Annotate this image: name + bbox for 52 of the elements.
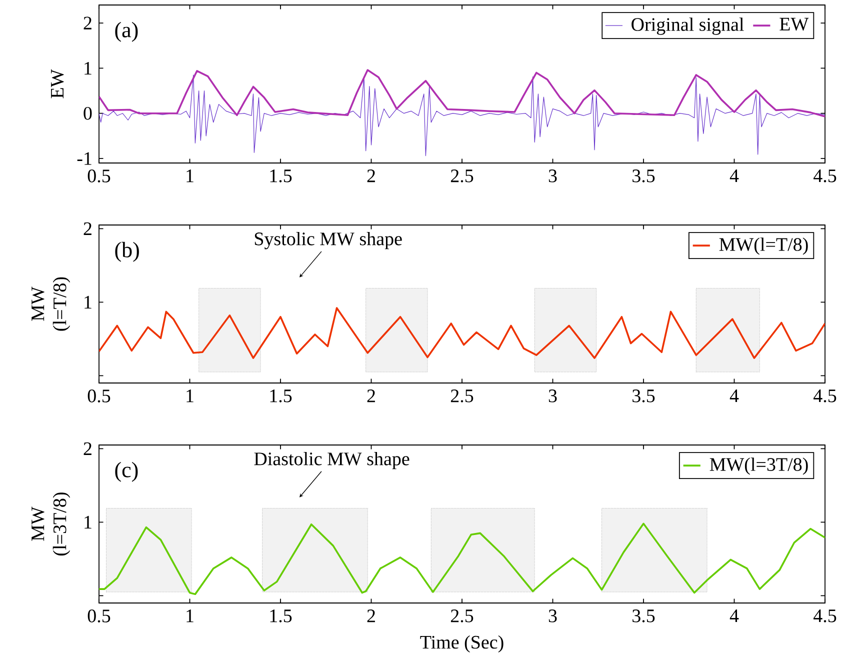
x-tick-label: 0.5	[88, 610, 110, 622]
y-tick-label: 2	[84, 442, 92, 455]
x-tick-label: 2.5	[450, 390, 474, 402]
line-series	[99, 307, 826, 359]
x-tick-label: 1	[186, 390, 194, 402]
x-tick-label: 3	[548, 170, 557, 182]
annotation: (b)	[115, 242, 139, 262]
x-tick-label: 1.5	[270, 610, 292, 622]
annotation: (a)	[115, 22, 138, 42]
x-tick-label: 4	[730, 610, 739, 622]
line-series	[99, 74, 826, 156]
x-tick-label: 4.5	[814, 610, 836, 622]
legend-label: MW(l=T/8)	[719, 238, 808, 255]
annotation: Systolic MW shape	[254, 232, 402, 250]
x-tick-label: 4.5	[814, 390, 836, 402]
x-axis-title: Time (Sec)	[420, 635, 504, 653]
y-axis-title: EW	[51, 69, 64, 98]
x-tick-label: 3.5	[632, 610, 655, 622]
x-tick-label: 1	[186, 610, 194, 622]
y-tick-label: 1	[84, 516, 92, 528]
y-tick-label: 2	[84, 16, 92, 30]
x-tick-label: 3.5	[632, 170, 655, 182]
legend-label: EW	[780, 18, 809, 31]
x-tick-label: 2	[367, 610, 375, 622]
x-tick-label: 1.5	[270, 170, 292, 182]
annotation: Diastolic MW shape	[254, 452, 410, 470]
x-tick-label: 3.5	[632, 390, 655, 402]
x-tick-label: 2.5	[450, 610, 474, 622]
x-tick-label: 2.5	[450, 170, 474, 182]
y-tick-label: -1	[77, 152, 92, 165]
annotation: (c)	[115, 462, 138, 482]
x-tick-label: 1.5	[270, 390, 292, 402]
y-axis-title: MW (l=3T/8)	[32, 492, 70, 556]
x-tick-label: 4.5	[814, 170, 836, 182]
x-tick-label: 3	[548, 610, 557, 622]
x-tick-label: 0.5	[88, 170, 110, 182]
x-tick-label: 4	[730, 170, 739, 182]
legend-label: Original signal	[632, 18, 744, 35]
x-tick-label: 0.5	[88, 390, 110, 402]
y-tick-label: 2	[84, 222, 92, 235]
y-tick-label: 1	[84, 62, 92, 74]
y-axis-title: MW (l=T/8)	[32, 277, 70, 331]
x-tick-label: 2	[367, 390, 375, 402]
line-series	[99, 69, 826, 118]
y-tick-label: 1	[84, 296, 92, 308]
legend-label: MW(l=3T/8)	[710, 458, 808, 475]
x-tick-label: 2	[367, 170, 375, 182]
y-tick-label: 0	[84, 106, 92, 120]
x-tick-label: 1	[186, 170, 194, 182]
x-tick-label: 3	[548, 390, 557, 402]
line-series	[99, 522, 826, 596]
x-tick-label: 4	[730, 390, 739, 402]
